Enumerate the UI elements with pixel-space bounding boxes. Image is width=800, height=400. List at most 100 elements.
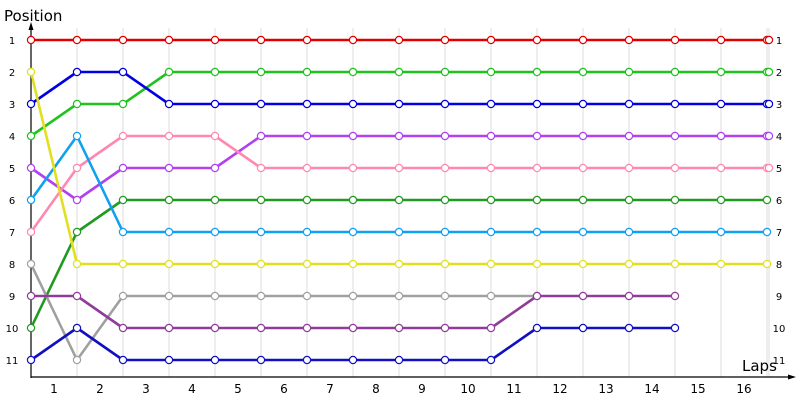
series-2: 2 (26, 67, 782, 141)
data-point (578, 195, 588, 205)
data-point (26, 291, 36, 301)
data-point (532, 323, 542, 333)
data-point (764, 99, 774, 109)
data-point (118, 195, 128, 205)
x-tick-label: 10 (460, 382, 475, 396)
data-point (762, 195, 772, 205)
data-point (348, 195, 358, 205)
series-end-label: 9 (776, 292, 782, 303)
data-point (764, 67, 774, 77)
data-point (624, 259, 634, 269)
data-point (486, 163, 496, 173)
data-point (440, 323, 450, 333)
data-point (164, 35, 174, 45)
data-point (532, 195, 542, 205)
data-point (118, 67, 128, 77)
data-point (532, 99, 542, 109)
data-point (348, 67, 358, 77)
data-point (440, 67, 450, 77)
data-point (210, 35, 220, 45)
data-point (394, 195, 404, 205)
data-point (486, 131, 496, 141)
data-point (670, 67, 680, 77)
data-point (394, 131, 404, 141)
series-end-label: 8 (776, 260, 782, 271)
x-tick-label: 8 (372, 382, 380, 396)
data-point (532, 291, 542, 301)
data-point (26, 323, 36, 333)
data-point (302, 291, 312, 301)
y-tick-label: 6 (9, 196, 15, 207)
data-point (302, 163, 312, 173)
series-3: 3 (26, 67, 782, 111)
data-point (26, 131, 36, 141)
series-1: 1 (26, 35, 782, 47)
data-point (762, 227, 772, 237)
series-8: 8 (26, 67, 782, 271)
data-point (486, 227, 496, 237)
data-point (210, 131, 220, 141)
grid (76, 28, 770, 377)
data-point (348, 131, 358, 141)
data-point (72, 195, 82, 205)
x-tick-label: 13 (598, 382, 613, 396)
data-point (26, 35, 36, 45)
data-point (256, 67, 266, 77)
data-point (118, 35, 128, 45)
data-point (256, 227, 266, 237)
y-tick-label: 1 (9, 36, 15, 47)
data-point (486, 195, 496, 205)
data-point (394, 323, 404, 333)
data-point (72, 67, 82, 77)
data-point (72, 355, 82, 365)
data-point (118, 227, 128, 237)
data-point (670, 323, 680, 333)
y-axis-arrow (28, 22, 34, 30)
x-tick-label: 12 (552, 382, 567, 396)
data-point (256, 163, 266, 173)
data-point (440, 99, 450, 109)
data-point (716, 163, 726, 173)
data-point (256, 323, 266, 333)
series-line (30, 70, 769, 106)
data-point (578, 323, 588, 333)
data-point (394, 67, 404, 77)
data-point (72, 163, 82, 173)
series-4: 4 (26, 131, 782, 205)
data-point (118, 131, 128, 141)
data-point (210, 195, 220, 205)
data-point (302, 195, 312, 205)
data-point (348, 323, 358, 333)
data-point (256, 259, 266, 269)
data-point (210, 99, 220, 109)
data-point (164, 195, 174, 205)
data-point (578, 163, 588, 173)
data-point (394, 35, 404, 45)
data-point (486, 35, 496, 45)
data-point (348, 227, 358, 237)
data-point (716, 99, 726, 109)
data-point (486, 99, 496, 109)
series-line (29, 263, 537, 362)
data-point (210, 67, 220, 77)
data-point (256, 355, 266, 365)
series-end-label: 5 (776, 164, 782, 175)
data-point (256, 35, 266, 45)
series-line (29, 134, 769, 233)
x-tick-label: 2 (96, 382, 104, 396)
data-point (26, 227, 36, 237)
data-point (348, 35, 358, 45)
series-end-label: 3 (776, 100, 782, 111)
data-point (256, 131, 266, 141)
data-point (532, 67, 542, 77)
x-tick-label: 6 (280, 382, 288, 396)
data-point (440, 195, 450, 205)
data-point (670, 163, 680, 173)
data-point (716, 259, 726, 269)
data-point (624, 227, 634, 237)
data-point (440, 291, 450, 301)
data-point (486, 259, 496, 269)
data-point (670, 99, 680, 109)
